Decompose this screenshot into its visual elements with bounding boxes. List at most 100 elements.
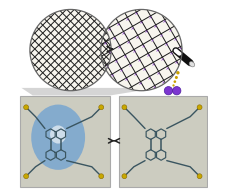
Point xyxy=(99,66,103,69)
Point xyxy=(91,74,95,77)
Point xyxy=(163,43,167,46)
Point xyxy=(59,50,63,53)
Point xyxy=(153,25,157,28)
Circle shape xyxy=(121,105,126,110)
Point xyxy=(133,12,137,15)
Point xyxy=(91,18,95,21)
Point xyxy=(59,74,63,77)
Circle shape xyxy=(30,9,111,91)
Point xyxy=(108,51,112,54)
FancyBboxPatch shape xyxy=(20,96,110,187)
Point xyxy=(99,58,103,61)
Point xyxy=(36,34,39,37)
Point xyxy=(44,42,47,45)
Point xyxy=(75,74,79,77)
Point xyxy=(59,58,63,61)
Point xyxy=(52,26,55,29)
Circle shape xyxy=(174,76,177,79)
Point xyxy=(52,50,55,53)
Point xyxy=(75,34,79,37)
Point xyxy=(99,42,103,45)
Point xyxy=(99,34,103,37)
Point xyxy=(52,58,55,61)
Point xyxy=(148,16,151,19)
Point xyxy=(99,50,103,53)
Point xyxy=(44,34,47,37)
Point xyxy=(83,26,87,29)
Point xyxy=(138,82,141,85)
Point xyxy=(107,50,110,53)
Point xyxy=(83,34,87,37)
Point xyxy=(159,57,163,60)
Point xyxy=(67,34,71,37)
Point xyxy=(67,58,71,61)
Point xyxy=(118,69,122,72)
Circle shape xyxy=(173,80,175,83)
Point xyxy=(59,81,63,84)
Point xyxy=(172,38,176,41)
Point xyxy=(154,48,158,51)
Point xyxy=(52,34,55,37)
Point xyxy=(52,66,55,69)
Point xyxy=(122,55,126,58)
Circle shape xyxy=(24,105,28,110)
Point xyxy=(52,42,55,45)
Point xyxy=(152,85,155,88)
Circle shape xyxy=(175,71,179,74)
Point xyxy=(67,74,71,77)
Point xyxy=(104,65,108,68)
Point xyxy=(75,50,79,53)
Point xyxy=(127,64,131,67)
Circle shape xyxy=(172,87,180,95)
Point xyxy=(103,42,106,45)
Point xyxy=(136,58,140,61)
Point xyxy=(75,66,79,69)
Point xyxy=(67,26,71,29)
Point xyxy=(177,47,181,50)
Point xyxy=(75,42,79,45)
Point xyxy=(107,28,110,31)
Point xyxy=(75,18,79,21)
Point xyxy=(162,20,165,23)
Point xyxy=(44,74,47,77)
Point xyxy=(165,66,168,69)
Point xyxy=(91,66,95,69)
Circle shape xyxy=(172,84,174,87)
Point xyxy=(123,78,127,81)
Point xyxy=(135,35,139,38)
Point xyxy=(44,66,47,69)
Point xyxy=(109,74,113,77)
Point xyxy=(67,81,71,84)
Point xyxy=(83,66,87,69)
Point xyxy=(117,46,121,49)
Point xyxy=(83,58,87,61)
Point xyxy=(83,50,87,53)
Point xyxy=(156,71,159,74)
Point xyxy=(75,10,79,13)
Point xyxy=(99,26,103,29)
Point xyxy=(44,58,47,61)
Point xyxy=(36,58,39,61)
Point xyxy=(67,42,71,45)
Point xyxy=(83,42,87,45)
Circle shape xyxy=(98,105,103,110)
Circle shape xyxy=(100,9,181,91)
Ellipse shape xyxy=(31,105,85,170)
Point xyxy=(44,26,47,29)
Point xyxy=(52,18,55,21)
Point xyxy=(107,42,110,45)
Circle shape xyxy=(196,105,201,110)
Point xyxy=(59,42,63,45)
Point xyxy=(151,62,154,65)
Point xyxy=(75,58,79,61)
Point xyxy=(91,26,95,29)
Point xyxy=(121,31,124,34)
Point xyxy=(167,29,171,32)
Point xyxy=(67,18,71,21)
Polygon shape xyxy=(21,88,157,95)
Ellipse shape xyxy=(188,62,194,67)
Point xyxy=(67,50,71,53)
Circle shape xyxy=(98,174,103,179)
Point xyxy=(59,66,63,69)
Point xyxy=(168,52,172,55)
